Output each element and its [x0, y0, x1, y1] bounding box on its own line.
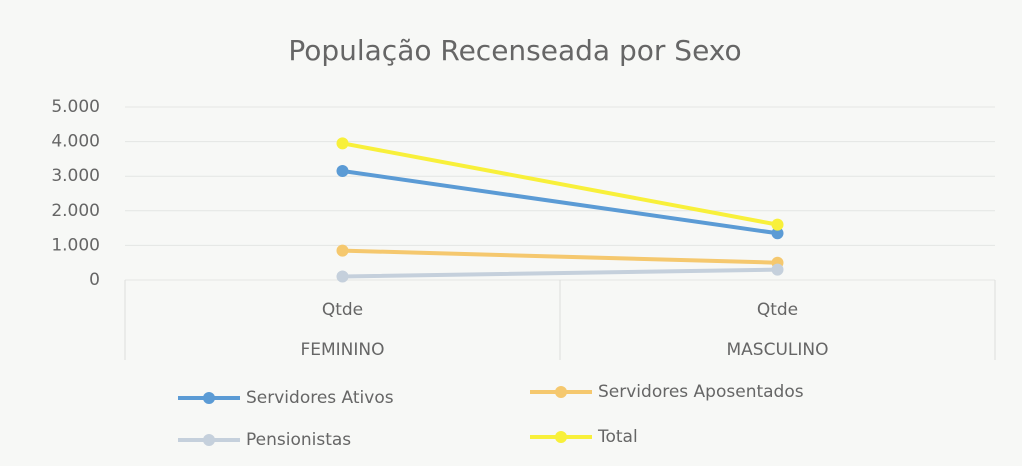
legend-label: Servidores Aposentados [598, 382, 804, 402]
y-tick-label: 3.000 [51, 166, 100, 186]
y-tick-label: 4.000 [51, 132, 100, 152]
chart-title: População Recenseada por Sexo [288, 34, 741, 67]
series-line [340, 267, 780, 279]
legend-marker [555, 431, 567, 443]
x-tick-label: MASCULINO [727, 340, 829, 360]
series-marker [771, 263, 784, 276]
series-marker [336, 165, 349, 178]
series-line [340, 248, 780, 265]
legend-marker [555, 386, 567, 398]
legend-marker [203, 434, 215, 446]
series-line [340, 141, 780, 227]
series-marker [771, 218, 784, 231]
legend-label: Pensionistas [246, 430, 351, 450]
legend-label: Total [597, 427, 638, 447]
series-marker [336, 244, 349, 257]
series-marker [336, 270, 349, 283]
x-sublabel: Qtde [322, 300, 363, 320]
series-marker [771, 227, 784, 240]
y-tick-label: 0 [89, 270, 100, 290]
legend-marker [203, 392, 215, 404]
x-sublabel: Qtde [757, 300, 798, 320]
legend-label: Servidores Ativos [246, 388, 394, 408]
x-tick-label: FEMININO [300, 340, 384, 360]
series-line [340, 169, 780, 236]
y-tick-label: 5.000 [51, 97, 100, 117]
y-tick-label: 1.000 [51, 235, 100, 255]
y-tick-label: 2.000 [51, 201, 100, 221]
series-marker [336, 137, 349, 150]
